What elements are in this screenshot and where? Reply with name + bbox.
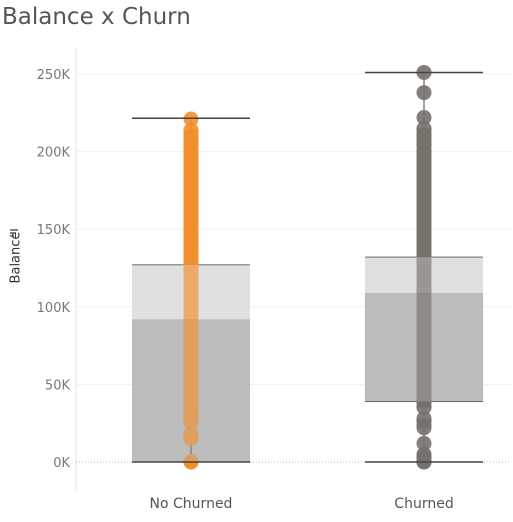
data-point: [416, 120, 432, 136]
y-tick-label: 0K: [53, 456, 70, 471]
y-tick-label: 200K: [37, 146, 71, 161]
y-tick-label: 250K: [37, 68, 71, 83]
data-point: [416, 435, 432, 451]
data-point: [416, 85, 432, 101]
y-tick-label: 50K: [45, 378, 71, 393]
y-tick-label: 100K: [37, 301, 71, 316]
box-lower-overlay: [132, 319, 250, 462]
chart-title: Balance x Churn: [2, 4, 191, 30]
data-point: [416, 446, 432, 462]
box-upper-overlay: [132, 264, 250, 320]
data-point: [416, 109, 432, 125]
x-category-label: Churned: [394, 496, 453, 512]
data-point: [183, 426, 199, 442]
data-point: [183, 111, 199, 127]
box-upper-overlay: [365, 257, 483, 293]
x-category-label: No Churned: [150, 496, 233, 512]
y-tick-label: 150K: [37, 223, 71, 238]
box-lower-overlay: [365, 292, 483, 402]
sort-icon: [10, 229, 18, 237]
data-point: [416, 411, 432, 427]
y-axis-label: Balance: [8, 231, 24, 284]
y-axis-label-wrap: Balance: [4, 222, 28, 302]
data-point: [183, 122, 199, 138]
